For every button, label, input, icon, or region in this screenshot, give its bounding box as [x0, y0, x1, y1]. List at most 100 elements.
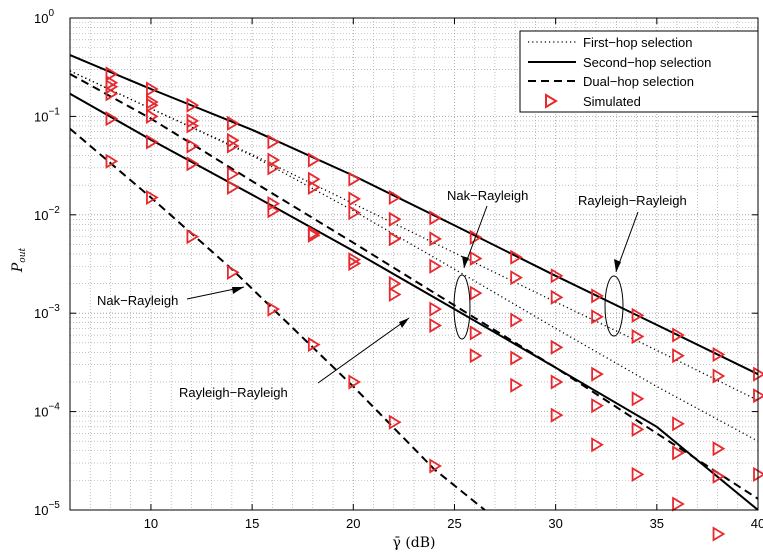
simulated-marker: [429, 301, 442, 317]
simulated-marker: [105, 111, 119, 127]
simulated-marker: [307, 152, 321, 168]
simulated-marker: [631, 421, 645, 437]
simulated-marker: [631, 466, 645, 482]
simulated-marker: [550, 268, 564, 284]
annotation-ellipse-rayleigh-rayleigh: [604, 275, 624, 337]
simulated-marker: [348, 205, 362, 221]
simulated-marker: [348, 171, 362, 187]
simulated-marker: [429, 231, 442, 247]
arrowhead: [462, 256, 469, 268]
simulated-marker: [429, 317, 442, 334]
simulated-marker: [631, 391, 645, 407]
legend-swatch-simulated: [545, 93, 558, 109]
simulated-marker: [307, 171, 321, 187]
y-tick-label: 10−4: [34, 402, 60, 420]
simulated-marker: [307, 179, 321, 195]
legend: First−hop selection Second−hop selection…: [519, 30, 759, 113]
arrowhead: [399, 318, 409, 328]
legend-label-dual-hop: Dual−hop selection: [583, 74, 694, 89]
simulated-marker: [348, 252, 362, 268]
simulated-marker: [631, 328, 645, 345]
simulated-marker: [186, 156, 200, 172]
annotation-nak-rayleigh-dual: Nak−Rayleigh: [97, 293, 178, 308]
simulated-marker: [753, 466, 763, 482]
simulated-marker: [631, 307, 645, 323]
x-tick-label: 30: [548, 516, 562, 531]
annotation-arrow-nak-rayleigh-second: [463, 205, 488, 269]
simulated-marker: [510, 377, 523, 393]
annotation-nak-rayleigh-second: Nak−Rayleigh: [447, 188, 528, 203]
simulated-marker: [712, 368, 726, 384]
simulated-marker: [753, 366, 763, 382]
y-tick-label: 10−3: [34, 303, 60, 321]
x-tick-label: 15: [245, 516, 259, 531]
simulated-marker: [388, 211, 402, 227]
y-tick-label: 10−5: [34, 500, 60, 518]
simulated-marker: [105, 66, 119, 82]
simulated-marker: [510, 249, 523, 265]
simulated-marker: [146, 97, 159, 113]
simulated-marker: [591, 309, 604, 325]
simulated-marker: [672, 416, 685, 432]
arrowhead: [614, 259, 621, 272]
simulated-marker: [267, 301, 281, 317]
series-solid-1: [69, 92, 759, 511]
simulated-marker: [146, 189, 159, 206]
simulated-marker: [146, 81, 159, 97]
series-dashed-4: [69, 73, 759, 500]
simulated-marker: [712, 441, 726, 457]
simulated-marker: [186, 229, 200, 245]
y-tick-label: 100: [34, 8, 54, 26]
simulated-marker: [307, 336, 321, 353]
simulated-marker: [388, 189, 402, 206]
simulated-marker: [226, 264, 240, 280]
annotation-rayleigh-rayleigh-second: Rayleigh−Rayleigh: [578, 193, 687, 208]
simulated-marker: [469, 250, 483, 267]
simulated-marker: [348, 191, 362, 207]
annotation-rayleigh-rayleigh-dual: Rayleigh−Rayleigh: [179, 385, 288, 400]
simulated-marker: [226, 179, 240, 195]
legend-box: [519, 30, 759, 113]
simulated-markers: [105, 66, 763, 542]
simulated-marker: [712, 468, 726, 484]
legend-label-first-hop: First−hop selection: [583, 35, 692, 50]
simulated-marker: [469, 285, 483, 301]
x-tick-label: 25: [447, 516, 461, 531]
simulated-marker: [753, 388, 763, 404]
simulated-marker: [267, 195, 281, 212]
legend-label-second-hop: Second−hop selection: [583, 55, 711, 70]
series-dotted-3: [69, 70, 759, 442]
simulated-marker: [186, 118, 200, 134]
simulated-marker: [388, 414, 402, 430]
legend-label-simulated: Simulated: [583, 94, 641, 109]
x-axis-label: γ̄ (dB): [393, 535, 436, 551]
simulated-marker: [267, 152, 281, 168]
simulated-marker: [550, 339, 564, 355]
simulated-marker: [388, 286, 402, 303]
simulated-marker: [267, 160, 281, 176]
simulated-marker: [388, 231, 402, 247]
y-axis-label: Pout: [10, 247, 28, 273]
simulated-marker: [550, 407, 564, 423]
simulated-marker: [226, 115, 240, 131]
simulated-marker: [469, 229, 483, 245]
x-tick-label: 20: [346, 516, 360, 531]
simulated-marker: [105, 86, 119, 102]
simulated-marker: [712, 526, 726, 542]
x-tick-label: 10: [144, 516, 158, 531]
simulated-marker: [267, 203, 281, 219]
simulated-marker: [591, 288, 604, 304]
simulated-marker: [429, 258, 442, 274]
y-tick-label: 10−1: [34, 106, 60, 124]
simulated-marker: [186, 97, 200, 113]
simulated-marker: [510, 350, 523, 366]
simulated-marker: [591, 398, 604, 414]
arrowhead: [232, 287, 244, 294]
simulated-marker: [429, 458, 442, 474]
annotation-ellipse-nak-rayleigh: [453, 274, 471, 340]
plot-area-frame: [69, 17, 759, 511]
simulated-marker: [469, 348, 483, 364]
simulated-marker: [267, 134, 281, 150]
simulated-marker: [388, 275, 402, 292]
